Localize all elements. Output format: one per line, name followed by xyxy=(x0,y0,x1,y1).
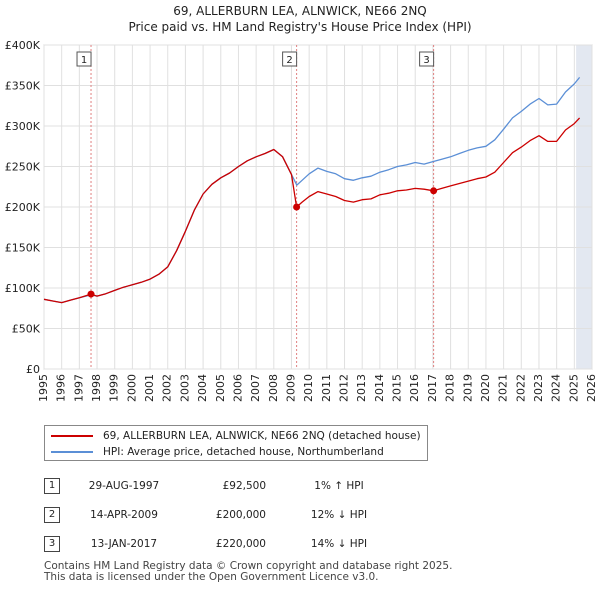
x-tick-label: 2019 xyxy=(461,374,474,402)
legend-item-property: 69, ALLERBURN LEA, ALNWICK, NE66 2NQ (de… xyxy=(51,428,421,444)
y-tick-label: £250K xyxy=(5,161,41,174)
x-tick-label: 2020 xyxy=(479,374,492,402)
y-tick-label: £100K xyxy=(5,282,41,295)
sale-marker-label: 1 xyxy=(81,55,87,66)
x-tick-label: 2022 xyxy=(514,374,527,402)
x-tick-label: 2001 xyxy=(143,374,156,402)
y-tick-label: £200K xyxy=(5,201,41,214)
x-tick-label: 1997 xyxy=(72,374,85,402)
x-tick-label: 2003 xyxy=(178,374,191,402)
sale-marker-label: 3 xyxy=(423,55,429,66)
transaction-date: 29-AUG-1997 xyxy=(88,480,160,492)
transaction-date: 13-JAN-2017 xyxy=(90,538,158,550)
x-tick-label: 2008 xyxy=(267,374,280,402)
sale-marker-box xyxy=(419,51,435,67)
transaction-price: £200,000 xyxy=(215,509,266,521)
legend: 69, ALLERBURN LEA, ALNWICK, NE66 2NQ (de… xyxy=(44,425,428,461)
y-tick-label: £400K xyxy=(5,39,41,52)
sale-marker-label: 2 xyxy=(286,55,292,66)
x-tick-label: 2021 xyxy=(497,374,510,402)
x-axis: 1995 1996 1997 1998 1999 2000 2001 2002 2003 2004… xyxy=(37,374,598,402)
transaction-hpi: 12% ↓ HPI xyxy=(310,509,368,521)
legend-swatch-property xyxy=(51,435,93,437)
x-tick-label: 2017 xyxy=(426,374,439,402)
x-tick-label: 2014 xyxy=(373,374,386,402)
y-tick-label: £150K xyxy=(5,242,41,255)
chart-title-line1: 69, ALLERBURN LEA, ALNWICK, NE66 2NQ xyxy=(173,4,427,18)
x-tick-label: 1996 xyxy=(55,374,68,402)
footer: Contains HM Land Registry data © Crown c… xyxy=(44,561,452,583)
transaction-price: £220,000 xyxy=(215,538,266,550)
transaction-number: 3 xyxy=(44,536,60,552)
x-tick-label: 2004 xyxy=(196,374,209,402)
transaction-row: 2 14-APR-2009 £200,000 12% ↓ HPI xyxy=(44,507,464,527)
x-tick-label: 2002 xyxy=(161,374,174,402)
x-tick-label: 2000 xyxy=(125,374,138,402)
sale-points xyxy=(87,187,438,298)
x-tick-label: 2013 xyxy=(355,374,368,402)
sale-marker-box xyxy=(76,51,92,67)
transaction-hpi: 14% ↓ HPI xyxy=(310,538,368,550)
y-axis: £0 £50K £100K £150K £200K £250K £300K £350K £400… xyxy=(5,39,41,376)
x-tick-label: 1995 xyxy=(37,374,50,402)
y-tick-label: £0 xyxy=(26,363,40,376)
legend-label-property: 69, ALLERBURN LEA, ALNWICK, NE66 2NQ (de… xyxy=(103,430,421,442)
legend-swatch-hpi xyxy=(51,451,93,453)
series-lines xyxy=(43,76,581,304)
x-tick-label: 2023 xyxy=(532,374,545,402)
footer-line1: Contains HM Land Registry data © Crown c… xyxy=(44,560,453,572)
x-tick-label: 2010 xyxy=(302,374,315,402)
x-tick-label: 1998 xyxy=(90,374,103,402)
x-tick-label: 1999 xyxy=(108,374,121,402)
x-tick-label: 2016 xyxy=(408,374,421,402)
x-tick-label: 2024 xyxy=(550,374,563,402)
x-tick-label: 2025 xyxy=(567,374,580,402)
transaction-number: 2 xyxy=(44,507,60,523)
x-tick-label: 2026 xyxy=(585,374,598,402)
x-tick-label: 2007 xyxy=(249,374,262,402)
sale-point xyxy=(430,187,438,195)
gridlines xyxy=(43,44,593,370)
transaction-hpi: 1% ↑ HPI xyxy=(314,480,364,492)
sale-point xyxy=(293,203,301,211)
x-tick-label: 2018 xyxy=(444,374,457,402)
transaction-price: £92,500 xyxy=(222,480,266,492)
x-tick-label: 2012 xyxy=(338,374,351,402)
y-tick-label: £300K xyxy=(5,120,41,133)
chart-title-line2: Price paid vs. HM Land Registry's House … xyxy=(128,20,471,34)
x-tick-label: 2015 xyxy=(391,374,404,402)
transaction-date: 14-APR-2009 xyxy=(90,509,158,521)
series-line xyxy=(43,117,581,304)
x-tick-label: 2006 xyxy=(231,374,244,402)
y-tick-label: £350K xyxy=(5,80,41,93)
sale-marker-box xyxy=(282,51,298,67)
transaction-row: 3 13-JAN-2017 £220,000 14% ↓ HPI xyxy=(44,536,464,556)
legend-label-hpi: HPI: Average price, detached house, Nort… xyxy=(103,446,384,458)
price-chart: 69, ALLERBURN LEA, ALNWICK, NE66 2NQ Pri… xyxy=(5,4,598,402)
footer-line2: This data is licensed under the Open Gov… xyxy=(44,571,379,583)
sale-point xyxy=(87,290,95,298)
transaction-row: 1 29-AUG-1997 £92,500 1% ↑ HPI xyxy=(44,478,464,498)
x-tick-label: 2009 xyxy=(284,374,297,402)
y-tick-label: £50K xyxy=(12,323,41,336)
x-tick-label: 2005 xyxy=(214,374,227,402)
transaction-number: 1 xyxy=(44,478,60,494)
legend-item-hpi: HPI: Average price, detached house, Nort… xyxy=(51,444,384,460)
x-tick-label: 2011 xyxy=(320,374,333,402)
